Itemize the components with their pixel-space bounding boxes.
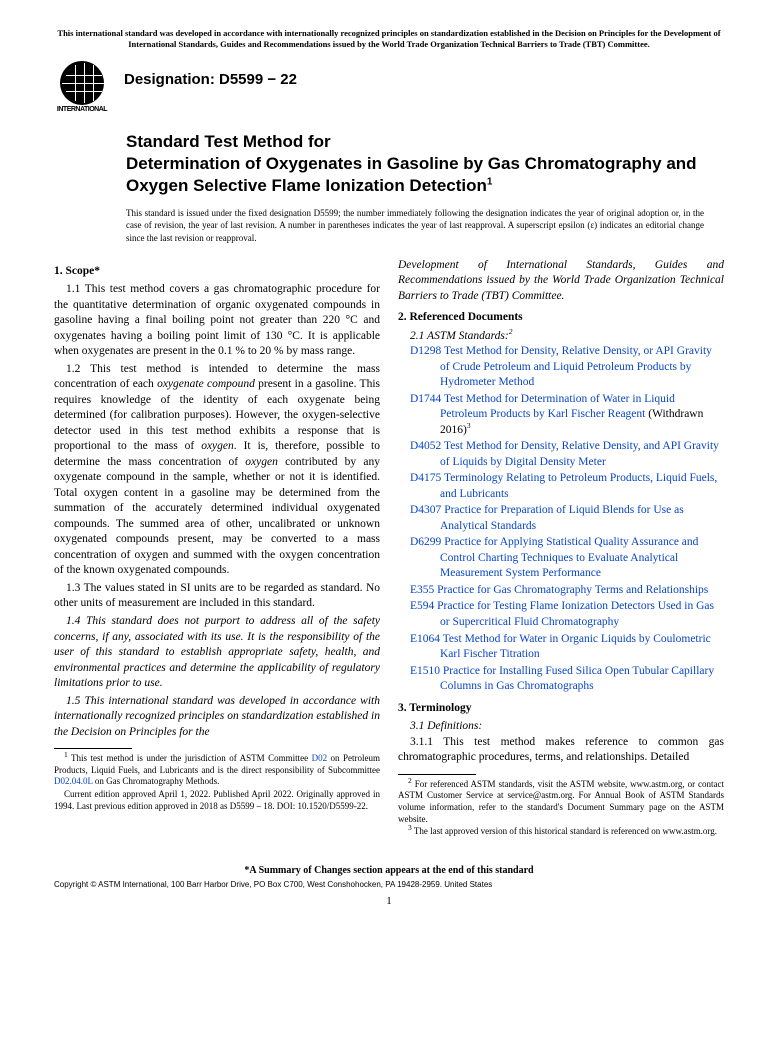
terminology-heading: 3. Terminology — [398, 701, 724, 717]
ref-item[interactable]: D1298 Test Method for Density, Relative … — [398, 344, 724, 391]
para-1-2: 1.2 This test method is intended to dete… — [54, 362, 380, 579]
logo-text: INTERNATIONAL — [54, 106, 110, 113]
ref-item[interactable]: D4175 Terminology Relating to Petroleum … — [398, 471, 724, 502]
footnotes-right: 2 For referenced ASTM standards, visit t… — [398, 779, 724, 838]
globe-icon — [60, 61, 104, 105]
footnotes-left: 1 This test method is under the jurisdic… — [54, 753, 380, 812]
footnote-rule-right — [398, 774, 476, 775]
ref-item[interactable]: D6299 Practice for Applying Statistical … — [398, 535, 724, 582]
summary-notice: *A Summary of Changes section appears at… — [54, 865, 724, 876]
para-1-1: 1.1 This test method covers a gas chroma… — [54, 282, 380, 360]
body-columns: 1. Scope* 1.1 This test method covers a … — [54, 258, 724, 839]
fn1-link-sub[interactable]: D02.04.0L — [54, 776, 93, 786]
footnote-1b: Current edition approved April 1, 2022. … — [54, 789, 380, 812]
para-1-4: 1.4 This standard does not purport to ad… — [54, 614, 380, 692]
right-column: Development of International Standards, … — [398, 258, 724, 839]
para-1-5-cont: Development of International Standards, … — [398, 258, 724, 305]
ref-item[interactable]: E594 Practice for Testing Flame Ionizati… — [398, 599, 724, 630]
refdocs-subhead: 2.1 ASTM Standards:2 — [398, 329, 724, 345]
ref-item[interactable]: D4052 Test Method for Density, Relative … — [398, 439, 724, 470]
scope-heading: 1. Scope* — [54, 264, 380, 280]
top-notice: This international standard was develope… — [54, 28, 724, 51]
terminology-subhead: 3.1 Definitions: — [398, 719, 724, 735]
title-prefix: Standard Test Method for — [126, 132, 331, 151]
issuance-note: This standard is issued under the fixed … — [126, 207, 724, 243]
page-number: 1 — [54, 895, 724, 907]
ref-item[interactable]: D1744 Test Method for Determination of W… — [398, 392, 724, 439]
ref-item[interactable]: E355 Practice for Gas Chromatography Ter… — [398, 583, 724, 599]
para-3-1-1: 3.1.1 This test method makes reference t… — [398, 735, 724, 766]
designation: Designation: D5599 − 22 — [124, 61, 297, 88]
ref-item[interactable]: E1064 Test Method for Water in Organic L… — [398, 632, 724, 663]
ref-item[interactable]: D4307 Practice for Preparation of Liquid… — [398, 503, 724, 534]
footnote-rule-left — [54, 748, 132, 749]
astm-logo: INTERNATIONAL — [54, 61, 110, 113]
para-1-3: 1.3 The values stated in SI units are to… — [54, 581, 380, 612]
ref-item[interactable]: E1510 Practice for Installing Fused Sili… — [398, 664, 724, 695]
footnote-1: 1 This test method is under the jurisdic… — [54, 753, 380, 788]
footnote-3: 3 The last approved version of this hist… — [398, 826, 724, 838]
document-title: Standard Test Method for Determination o… — [126, 131, 724, 197]
title-sup: 1 — [487, 176, 493, 187]
title-main: Determination of Oxygenates in Gasoline … — [126, 154, 697, 195]
refdocs-heading: 2. Referenced Documents — [398, 310, 724, 326]
title-block: Standard Test Method for Determination o… — [126, 131, 724, 244]
refs-list: D1298 Test Method for Density, Relative … — [398, 344, 724, 694]
para-1-5: 1.5 This international standard was deve… — [54, 694, 380, 741]
copyright: Copyright © ASTM International, 100 Barr… — [54, 880, 724, 889]
page: This international standard was develope… — [0, 0, 778, 927]
left-column: 1. Scope* 1.1 This test method covers a … — [54, 258, 380, 839]
header-row: INTERNATIONAL Designation: D5599 − 22 — [54, 61, 724, 113]
footnote-2: 2 For referenced ASTM standards, visit t… — [398, 779, 724, 826]
fn1-link-d02[interactable]: D02 — [312, 753, 328, 763]
